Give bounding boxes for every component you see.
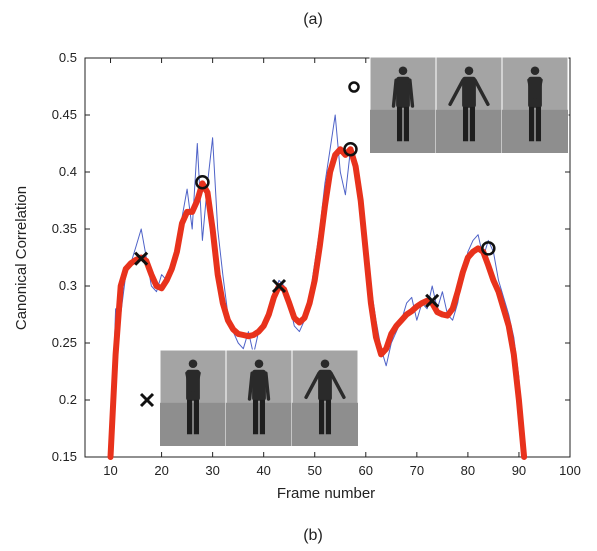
smoothed-series-line	[107, 146, 528, 460]
y-tick-label: 0.25	[52, 335, 77, 350]
image-frame	[225, 349, 293, 447]
image-frame	[159, 349, 227, 447]
x-tick-label: 40	[256, 463, 270, 478]
image-strips	[159, 56, 569, 447]
y-tick-label: 0.4	[59, 164, 77, 179]
x-tick-label: 20	[154, 463, 168, 478]
cross-marker	[271, 278, 287, 294]
panel-label-b: (b)	[303, 527, 323, 544]
cross-marker	[425, 293, 440, 308]
x-axis-label: Frame number	[277, 485, 375, 502]
y-tick-label: 0.2	[59, 392, 77, 407]
legend-circle-marker	[348, 81, 360, 93]
panel-label-a: (a)	[303, 11, 323, 28]
y-tick-label: 0.3	[59, 278, 77, 293]
x-tick-label: 10	[103, 463, 117, 478]
x-tick-label: 70	[410, 463, 424, 478]
x-tick-label: 100	[559, 463, 581, 478]
x-tick-label: 50	[308, 463, 322, 478]
circle-marker	[481, 241, 496, 256]
image-frame	[369, 56, 437, 154]
x-tick-label: 30	[205, 463, 219, 478]
legend-cross-marker	[139, 392, 155, 408]
image-frame	[291, 349, 359, 447]
y-tick-label: 0.35	[52, 221, 77, 236]
y-tick-label: 0.15	[52, 449, 77, 464]
circle-marker	[343, 141, 358, 157]
y-tick-label: 0.45	[52, 107, 77, 122]
x-tick-label: 80	[461, 463, 475, 478]
image-strip-top	[369, 56, 569, 154]
image-strip-bottom	[159, 349, 359, 447]
cross-marker	[134, 251, 149, 266]
x-tick-label: 60	[359, 463, 373, 478]
markers	[134, 81, 496, 408]
axis-ticks: 10 20 30 40 50 60 70 80 90 100 0.15 0.2 0.25 0.3 0.35 0…	[52, 50, 581, 478]
circle-marker	[195, 175, 210, 190]
curves	[107, 114, 528, 460]
y-axis-label: Canonical Correlation	[13, 186, 30, 330]
image-frame	[435, 56, 503, 154]
y-tick-label: 0.5	[59, 50, 77, 65]
image-frame	[501, 56, 569, 154]
x-tick-label: 90	[512, 463, 526, 478]
